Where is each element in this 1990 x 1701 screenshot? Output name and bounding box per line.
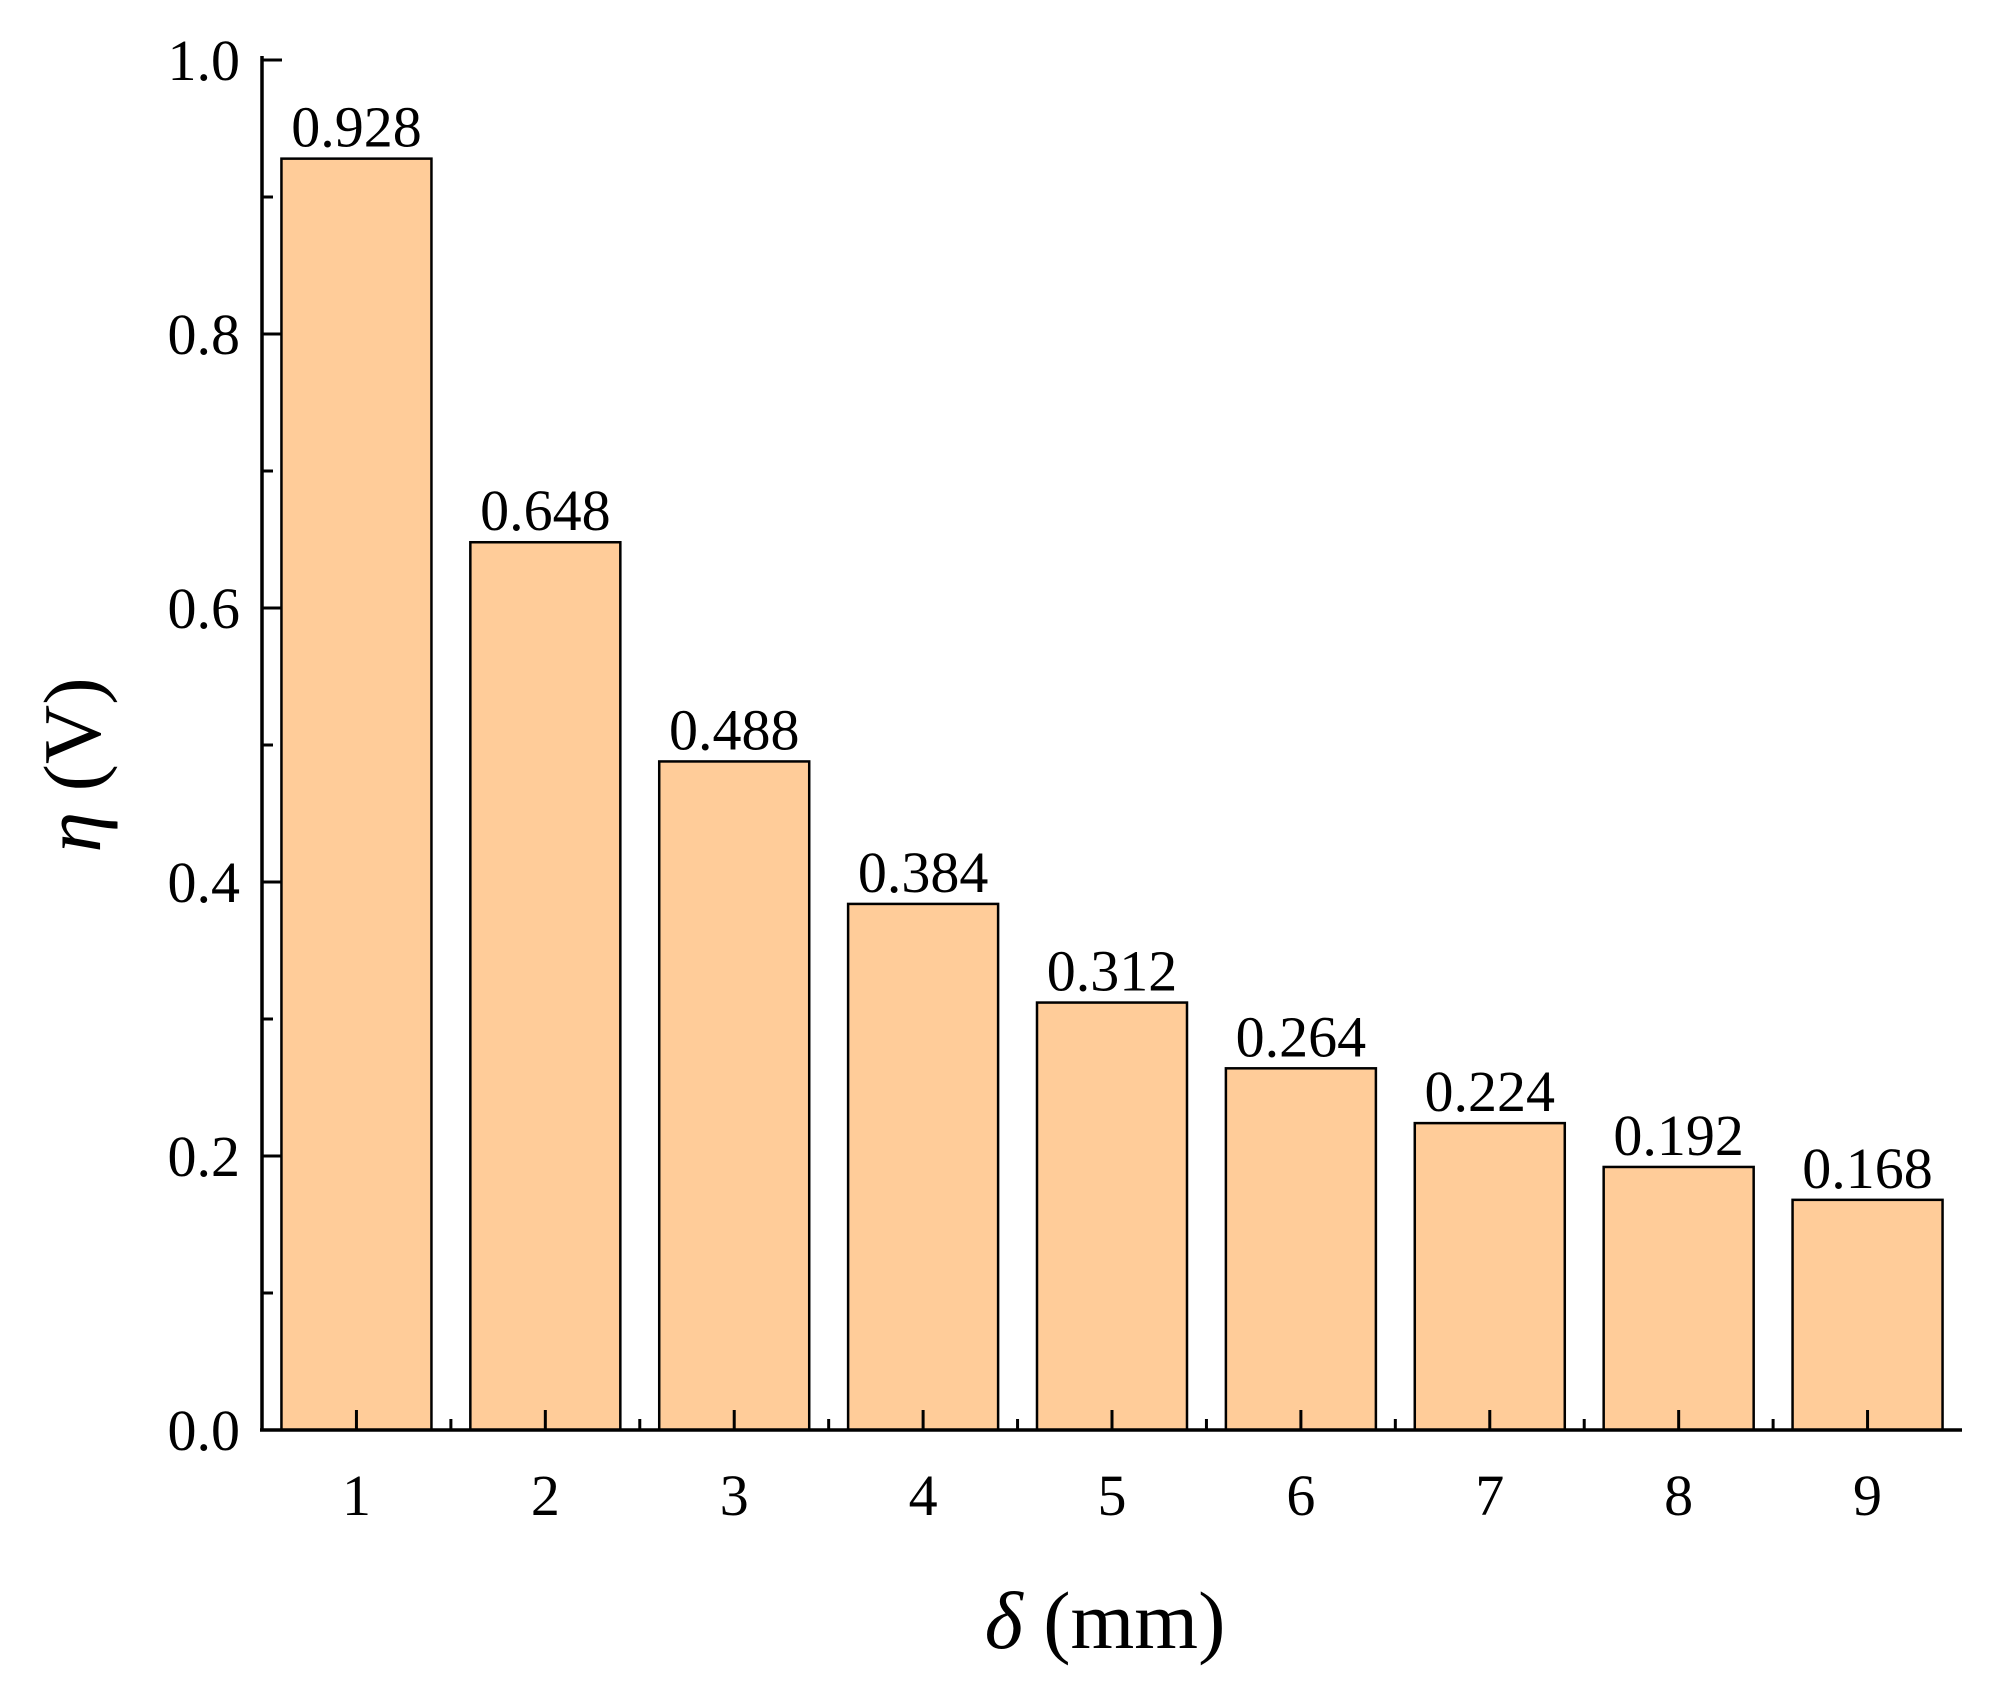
bar-7: [1413, 1121, 1567, 1432]
data-label-9: 0.168: [1802, 1136, 1933, 1201]
bar-5: [1035, 1001, 1189, 1432]
data-label-3: 0.488: [669, 697, 800, 762]
x-tick-label-6: 6: [1286, 1463, 1315, 1528]
y-tick-label-0.4: 0.4: [168, 850, 241, 915]
x-tick-label-8: 8: [1664, 1463, 1693, 1528]
bar-4: [846, 902, 1000, 1432]
data-label-5: 0.312: [1047, 939, 1178, 1004]
data-label-8: 0.192: [1613, 1103, 1744, 1168]
x-axis-title: δ (mm): [985, 1575, 1226, 1666]
data-label-4: 0.384: [858, 840, 989, 905]
y-tick-label-0.0: 0.0: [168, 1398, 241, 1463]
data-label-6: 0.264: [1236, 1004, 1367, 1069]
data-label-7: 0.224: [1425, 1059, 1556, 1124]
x-tick-label-1: 1: [342, 1463, 371, 1528]
bars-group: [280, 157, 1944, 1432]
y-tick-label-0.2: 0.2: [168, 1124, 241, 1189]
x-tick-label-5: 5: [1098, 1463, 1127, 1528]
y-tick-label-0.6: 0.6: [168, 576, 241, 641]
bar-6: [1224, 1067, 1378, 1432]
x-tick-label-4: 4: [909, 1463, 938, 1528]
x-tick-label-2: 2: [531, 1463, 560, 1528]
x-tick-label-7: 7: [1475, 1463, 1504, 1528]
data-labels-group: 0.928 0.648 0.488 0.384 0.312 0.264 0.224 0.192…: [291, 95, 1933, 1201]
y-axis-title: η (V): [27, 677, 118, 852]
x-tick-label-3: 3: [720, 1463, 749, 1528]
bar-2: [469, 540, 622, 1432]
data-label-1: 0.928: [291, 95, 422, 160]
y-tick-label-0.8: 0.8: [168, 302, 241, 367]
x-tick-label-9: 9: [1853, 1463, 1882, 1528]
data-label-2: 0.648: [480, 478, 611, 543]
bar-3: [657, 760, 811, 1432]
bar-1: [280, 157, 433, 1432]
axes-group: 0.0 0.2 0.4 0.6 0.8 1.0 1 2 3 4 5 6 7 8 9: [168, 28, 1962, 1528]
bar-9: [1791, 1198, 1944, 1432]
bar-8: [1602, 1165, 1755, 1432]
y-tick-label-1.0: 1.0: [168, 28, 241, 93]
